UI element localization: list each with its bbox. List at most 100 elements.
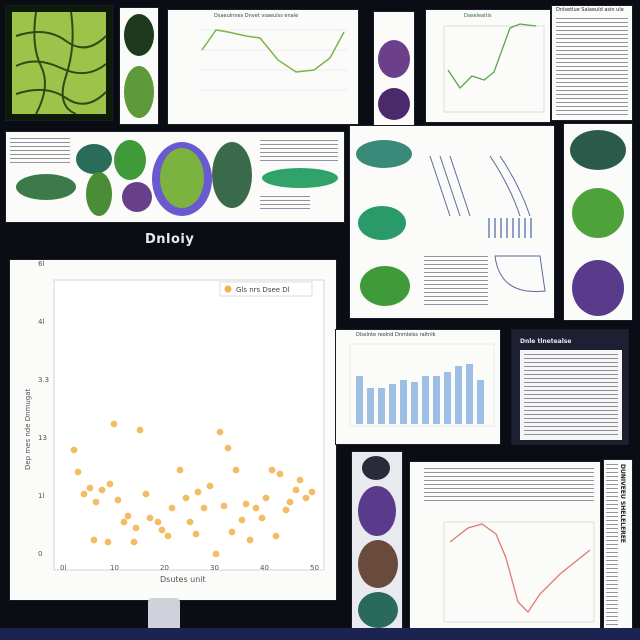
scatter-point (86, 484, 94, 492)
bar-chart (349, 343, 495, 427)
scatter-point (90, 536, 98, 544)
scatter-point (220, 502, 228, 510)
scatter-point (92, 498, 100, 506)
right-line-chart-panel: Daseleaitis (426, 10, 550, 122)
right-line-series (447, 23, 537, 90)
bar (411, 382, 418, 424)
bar (378, 388, 385, 424)
bottom-line-series (449, 523, 591, 614)
bottom-line-chart (443, 521, 595, 623)
scatter-xtick: 0l (60, 564, 66, 572)
scatter-point (238, 516, 246, 524)
scatter-point (302, 494, 310, 502)
scatter-point (168, 504, 176, 512)
scatter-point (216, 428, 224, 436)
scatter-point (296, 476, 304, 484)
bar (466, 364, 473, 424)
vertical-document-panel: DUNIVEEU SHELELEREE (604, 460, 632, 636)
scatter-point (136, 426, 144, 434)
scatter-ytick: 0 (38, 550, 42, 558)
scatter-point (98, 486, 106, 494)
scatter-point (124, 512, 132, 520)
top-line-series (201, 29, 345, 73)
bar (400, 380, 407, 424)
top-line-chart-title: Dsaeulnnes Dnvet vsaeulss enale (214, 13, 299, 19)
scatter-point (186, 518, 194, 526)
leaf-photo-panel (6, 6, 112, 120)
purple-specimen-panel (374, 12, 414, 126)
scatter-legend: Gls nrs Dsee Dl (236, 286, 290, 294)
bar (367, 388, 374, 424)
scatter-point (164, 532, 172, 540)
scatter-point (308, 488, 316, 496)
diagram-sheet-panel (350, 126, 554, 318)
leaf-purple-image-2 (212, 142, 252, 208)
scatter-ytick: 1l (38, 492, 44, 500)
scatter-xtick: 30 (210, 564, 219, 572)
bottom-leaf-stack-panel (352, 452, 402, 632)
scatter-point (130, 538, 138, 546)
vertical-doc-heading: DUNIVEEU SHELELEREE (619, 464, 626, 544)
scatter-point (252, 504, 260, 512)
bar-chart-panel: Dlsslnte reolnd Dnmlelss raltnlk (336, 330, 500, 444)
scatter-ytick: 6l (38, 260, 44, 268)
scatter-xtick: 40 (260, 564, 269, 572)
right-leaf-stack-panel (564, 124, 632, 320)
doc-bottom-heading: Dnle tlnetealse (520, 338, 572, 345)
scatter-point (232, 466, 240, 474)
bar (433, 376, 440, 424)
legend-marker (224, 285, 232, 293)
leaf-stem-image (262, 168, 338, 188)
bottom-bar (0, 628, 640, 640)
scatter-point (262, 494, 270, 502)
scatter-point (192, 530, 200, 538)
scatter-point (282, 506, 290, 514)
leaf-specimen-panel (120, 8, 158, 124)
scatter-point (268, 466, 276, 474)
scatter-point (182, 494, 190, 502)
leaf-green-image (124, 66, 154, 118)
scatter-point (272, 532, 280, 540)
leaf-cells-image (12, 11, 107, 115)
top-right-document: Dnlsetlue Salaeuld asin ule (552, 6, 632, 120)
purple-leaf-image (378, 40, 410, 78)
leaf-purple-image (122, 182, 152, 212)
scatter-point (142, 490, 150, 498)
scatter-point (106, 480, 114, 488)
scatter-point (154, 518, 162, 526)
scatter-point (132, 524, 140, 532)
scatter-xtick: 10 (110, 564, 119, 572)
collage-center-label: Dnloiy (145, 232, 195, 247)
scatter-point (104, 538, 112, 546)
leaf-fern-image (16, 174, 76, 200)
scatter-ytick: 3.3 (38, 376, 49, 384)
bar-chart-title: Dlsslnte reolnd Dnmlelss raltnlk (356, 332, 436, 338)
scatter-point (292, 486, 300, 494)
scatter-point (110, 420, 118, 428)
bar (455, 366, 462, 424)
scatter-point (242, 500, 250, 508)
scatter-point (246, 536, 254, 544)
leaf-small-image (86, 172, 112, 216)
scatter-point (194, 488, 202, 496)
scatter-point (212, 550, 220, 558)
scatter-point (224, 444, 232, 452)
dark-document-panel: Dnle tlnetealse (512, 330, 628, 444)
scatter-ylabel: Dep mes nde Dnmugat (24, 388, 32, 470)
scatter-point (80, 490, 88, 498)
top-line-chart-panel: Dsaeulnnes Dnvet vsaeulss enale (168, 10, 358, 124)
scatter-xtick: 20 (160, 564, 169, 572)
scatter-point (74, 468, 82, 476)
scatter-plot-panel: Gls nrs Dsee Dl Dsutes unit Dep mes nde … (10, 260, 336, 600)
scatter-point (286, 498, 294, 506)
bottom-line-chart-panel (410, 462, 600, 636)
bar (477, 380, 484, 424)
scatter-point (258, 514, 266, 522)
leaf-dark-image (124, 14, 154, 56)
right-line-chart (443, 23, 545, 113)
scatter-ytick: 4l (38, 318, 44, 326)
bar (356, 376, 363, 424)
scatter-point (158, 526, 166, 534)
bar (422, 376, 429, 424)
leaf-green-image-2 (114, 140, 146, 180)
